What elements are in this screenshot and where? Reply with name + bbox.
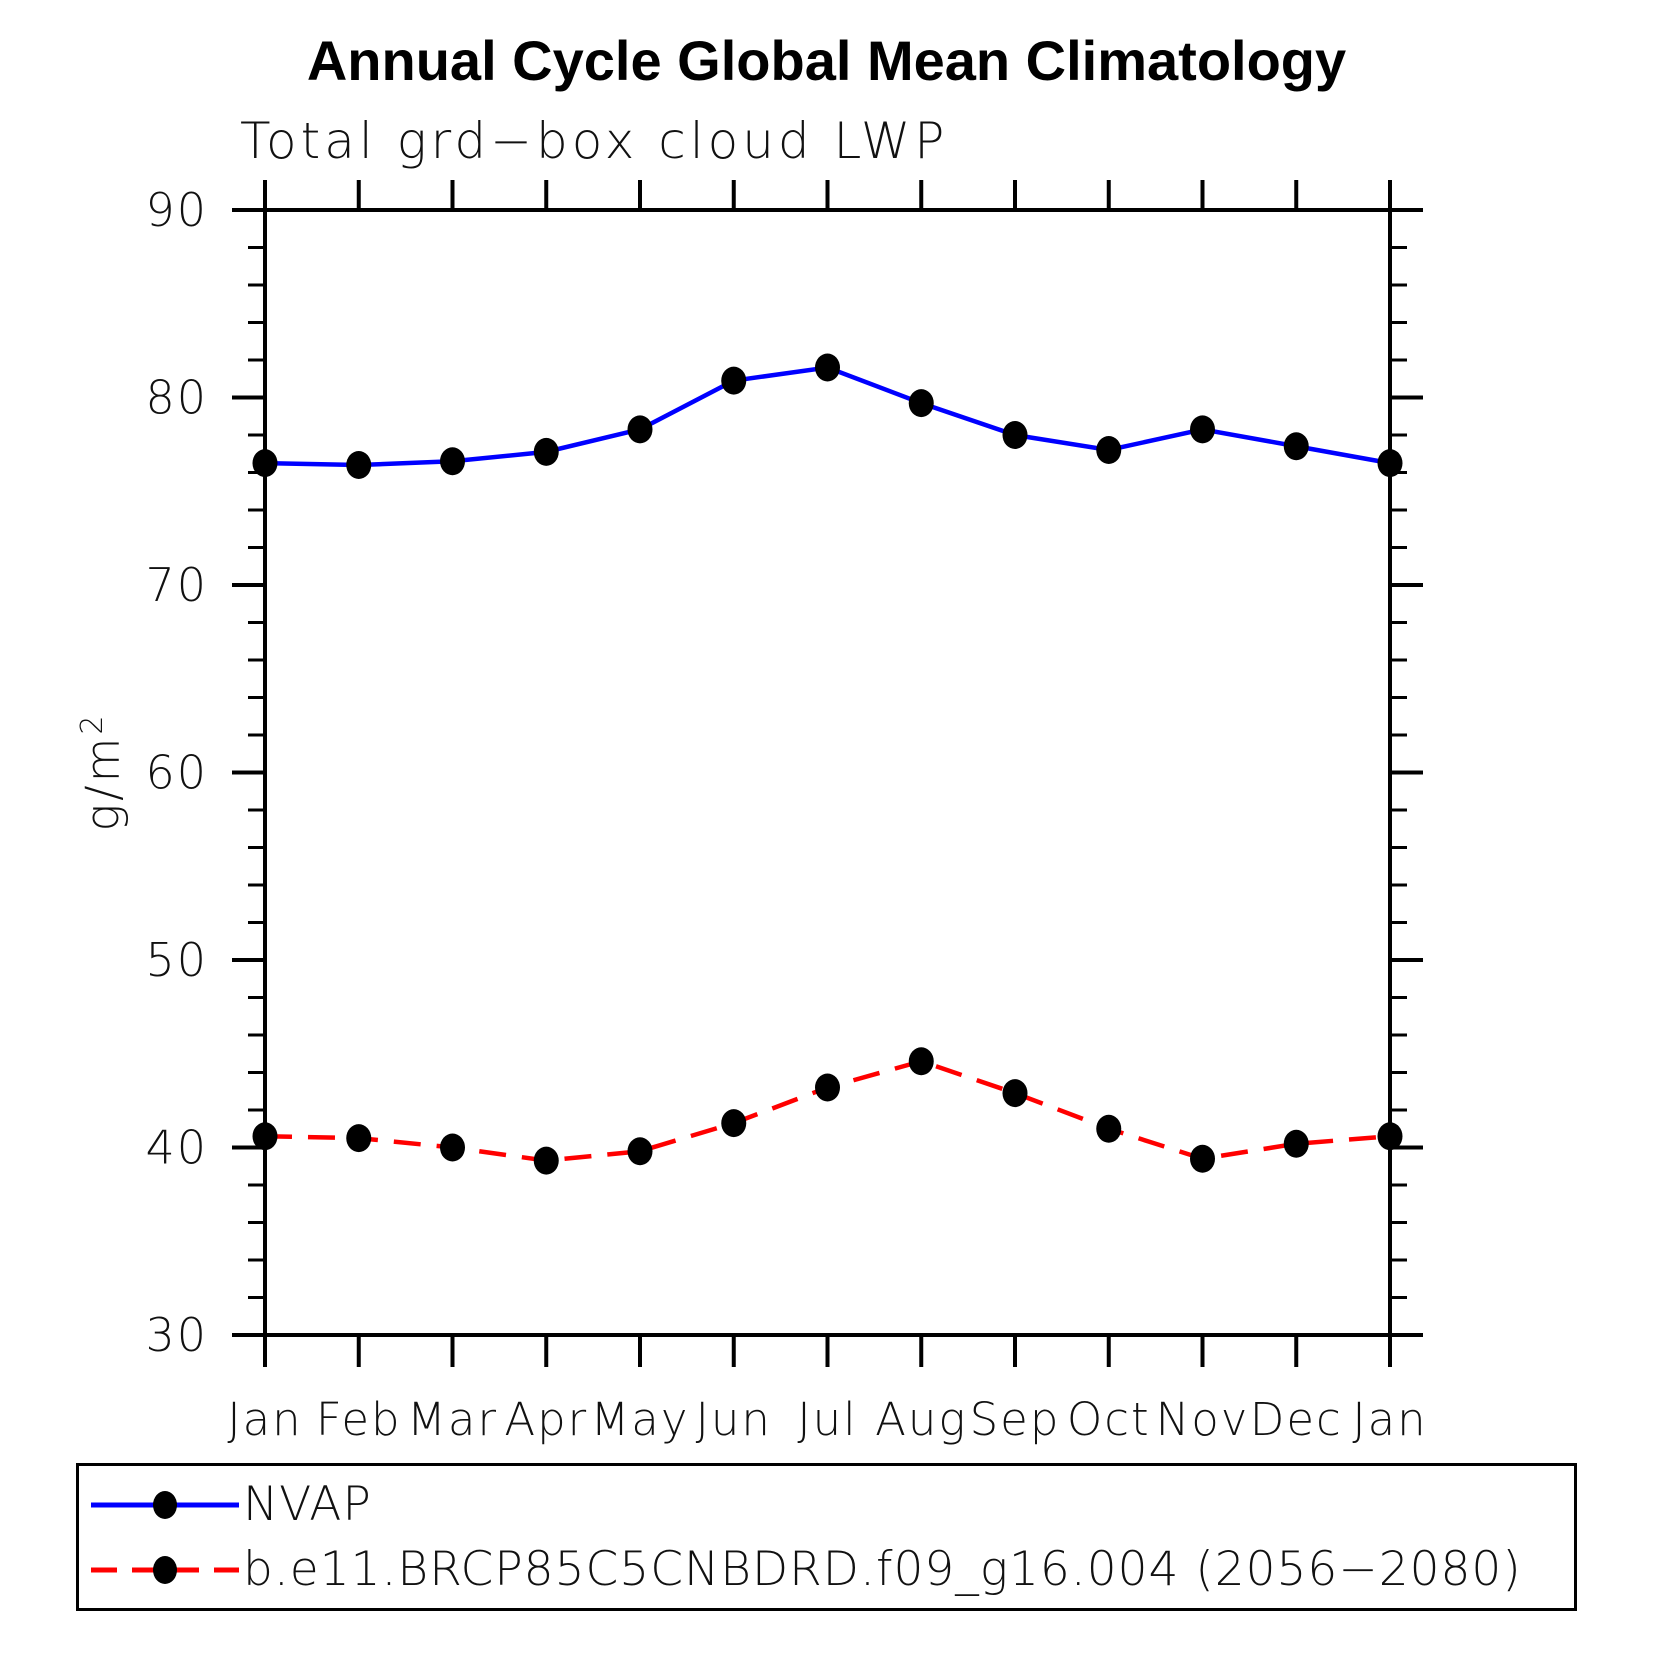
data-point-marker [908,389,934,418]
chart-title: Annual Cycle Global Mean Climatology [306,29,1347,92]
month-label: Jun [696,1393,772,1446]
data-point-marker [1002,421,1028,449]
data-point-marker [1190,415,1215,444]
month-label: Feb [316,1393,402,1446]
legend-item: NVAP [87,1474,1574,1536]
data-point-marker [1377,449,1403,478]
data-point-marker [252,449,278,478]
chart-subtitle: Total grd−box cloud LWP [240,112,949,170]
data-point-marker [815,1073,840,1102]
month-label: May [590,1393,689,1446]
legend: NVAP b.e11.BRCP85C5CNBDRD.f09_g16.004 (2… [76,1463,1577,1611]
month-label: Apr [504,1393,588,1446]
legend-item: b.e11.BRCP85C5CNBDRD.f09_g16.004 (2056−2… [87,1539,1574,1601]
y-tick-label: 90 [145,183,208,237]
data-point-marker [346,451,372,479]
data-point-marker [533,437,559,466]
month-label: Oct [1067,1393,1151,1446]
data-point-marker [1377,1122,1403,1151]
data-point-marker [721,1109,747,1138]
legend-marker-dot [153,1490,177,1519]
month-label: Dec [1250,1393,1343,1446]
data-point-marker [533,1146,559,1175]
month-label: Mar [407,1393,498,1446]
data-point-marker [1096,436,1122,464]
y-tick-label: 40 [145,1121,208,1175]
plot-frame [263,208,1392,1337]
legend-marker-dot [153,1555,177,1584]
legend-item-label: NVAP [243,1477,372,1532]
data-point-marker [1283,1129,1309,1158]
month-label: Aug [875,1393,967,1446]
data-point-marker [627,1137,653,1166]
data-point-marker [1283,432,1309,461]
data-point-marker [252,1122,278,1151]
y-tick-label: 70 [145,558,208,612]
month-label: Jan [227,1393,302,1446]
data-point-marker [1002,1079,1028,1108]
data-point-marker [1096,1114,1122,1143]
data-point-marker [908,1047,934,1076]
legend-line-sample-dashed [91,1555,239,1584]
data-point-marker [440,447,465,476]
plot-area: 30 40 50 60 70 80 90 Jan Feb Mar Apr May Jun Jul Aug Se… [145,180,1427,1446]
series-line-0 [264,365,1391,468]
y-tick-label: 80 [145,371,208,425]
legend-item-label: b.e11.BRCP85C5CNBDRD.f09_g16.004 (2056−2… [243,1542,1522,1597]
data-point-marker [440,1133,465,1162]
month-label: Jul [797,1393,857,1446]
data-point-marker [1190,1144,1215,1173]
month-label: Sep [970,1393,1061,1446]
month-label: Jan [1352,1393,1427,1446]
y-tick-label: 50 [145,933,208,987]
y-tick-label: 30 [145,1308,208,1362]
data-point-marker [627,415,653,444]
data-point-marker [815,353,840,382]
data-point-marker [721,366,747,395]
legend-line-sample-solid [91,1490,239,1519]
month-label: Nov [1156,1393,1250,1446]
y-tick-label: 60 [145,746,208,800]
data-point-marker [346,1124,372,1153]
